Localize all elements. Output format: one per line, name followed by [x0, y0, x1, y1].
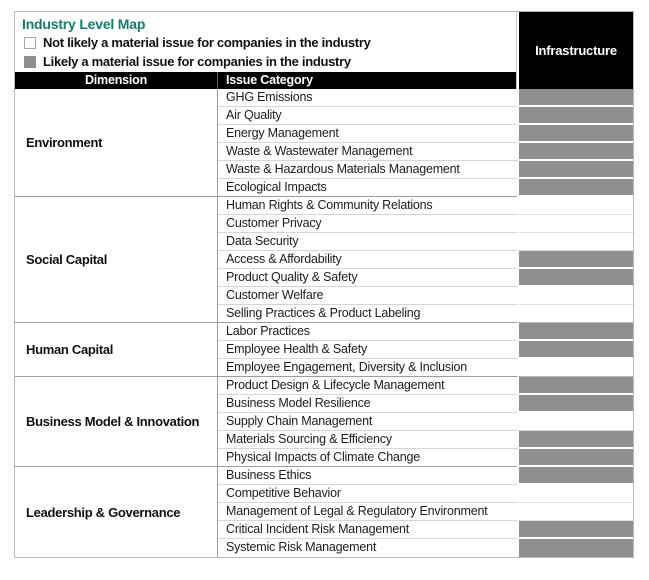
column-header-industry: Infrastructure [519, 12, 633, 89]
issue-category-cell: Systemic Risk Management [218, 539, 517, 557]
issue-category-cell: Ecological Impacts [218, 179, 517, 197]
materiality-cell-not-likely [517, 485, 633, 503]
column-header-dimension: Dimension [15, 72, 218, 89]
issue-category-cell: Selling Practices & Product Labeling [218, 305, 517, 323]
issue-category-cell: Business Model Resilience [218, 395, 517, 413]
table-column-header: Dimension Issue Category [15, 72, 516, 89]
issue-category-cell: Employee Engagement, Diversity & Inclusi… [218, 359, 517, 377]
issue-category-cell: Management of Legal & Regulatory Environ… [218, 503, 517, 521]
page-title: Industry Level Map [22, 16, 146, 32]
materiality-cell-likely [517, 431, 633, 449]
materiality-cell-not-likely [517, 287, 633, 305]
issue-category-cell: Product Design & Lifecycle Management [218, 377, 517, 395]
dimension-cell: Social Capital [15, 197, 218, 323]
materiality-cell-likely [517, 89, 633, 107]
materiality-cell-likely [517, 341, 633, 359]
materiality-cell-likely [517, 161, 633, 179]
materiality-cell-not-likely [517, 413, 633, 431]
issue-category-cell: Physical Impacts of Climate Change [218, 449, 517, 467]
materiality-cell-likely [517, 143, 633, 161]
legend-material-label: Likely a material issue for companies in… [43, 54, 351, 69]
legend-not-material: Not likely a material issue for companie… [15, 33, 516, 52]
materiality-cell-likely [517, 539, 633, 557]
industry-level-map: Industry Level Map Not likely a material… [14, 11, 634, 558]
issue-category-cell: Product Quality & Safety [218, 269, 517, 287]
issue-category-cell: Energy Management [218, 125, 517, 143]
materiality-table: Environment GHG Emissions Air Quality Energ… [15, 89, 633, 557]
issue-category-cell: Access & Affordability [218, 251, 517, 269]
materiality-cell-not-likely [517, 305, 633, 323]
issue-category-cell: Waste & Hazardous Materials Management [218, 161, 517, 179]
issue-category-cell: Competitive Behavior [218, 485, 517, 503]
issue-category-cell: Data Security [218, 233, 517, 251]
issue-category-cell: Critical Incident Risk Management [218, 521, 517, 539]
issue-category-cell: GHG Emissions [218, 89, 517, 107]
materiality-cell-likely [517, 251, 633, 269]
materiality-cell-likely [517, 521, 633, 539]
materiality-cell-likely [517, 125, 633, 143]
materiality-cell-likely [517, 377, 633, 395]
materiality-cell-not-likely [517, 215, 633, 233]
materiality-cell-likely [517, 323, 633, 341]
legend-not-material-label: Not likely a material issue for companie… [43, 35, 371, 50]
issue-category-cell: Supply Chain Management [218, 413, 517, 431]
legend-material: Likely a material issue for companies in… [15, 52, 516, 71]
materiality-cell-likely [517, 179, 633, 197]
material-swatch-icon [24, 55, 36, 68]
column-header-issue-category: Issue Category [226, 73, 313, 87]
issue-category-cell: Employee Health & Safety [218, 341, 517, 359]
not-material-swatch-icon [24, 36, 36, 49]
issue-category-cell: Business Ethics [218, 467, 517, 485]
issue-category-cell: Customer Welfare [218, 287, 517, 305]
materiality-cell-likely [517, 395, 633, 413]
issue-category-cell: Waste & Wastewater Management [218, 143, 517, 161]
materiality-cell-likely [517, 269, 633, 287]
dimension-cell: Leadership & Governance [15, 467, 218, 557]
materiality-cell-not-likely [517, 197, 633, 215]
issue-category-cell: Human Rights & Community Relations [218, 197, 517, 215]
materiality-cell-likely [517, 467, 633, 485]
title-and-legend: Industry Level Map Not likely a material… [15, 12, 517, 89]
dimension-cell: Human Capital [15, 323, 218, 377]
issue-category-cell: Materials Sourcing & Efficiency [218, 431, 517, 449]
materiality-cell-likely [517, 449, 633, 467]
materiality-cell-not-likely [517, 233, 633, 251]
materiality-cell-not-likely [517, 503, 633, 521]
issue-category-cell: Customer Privacy [218, 215, 517, 233]
materiality-cell-likely [517, 107, 633, 125]
map-header: Industry Level Map Not likely a material… [15, 12, 633, 89]
materiality-cell-not-likely [517, 359, 633, 377]
issue-category-cell: Air Quality [218, 107, 517, 125]
dimension-cell: Environment [15, 89, 218, 197]
dimension-cell: Business Model & Innovation [15, 377, 218, 467]
issue-category-cell: Labor Practices [218, 323, 517, 341]
